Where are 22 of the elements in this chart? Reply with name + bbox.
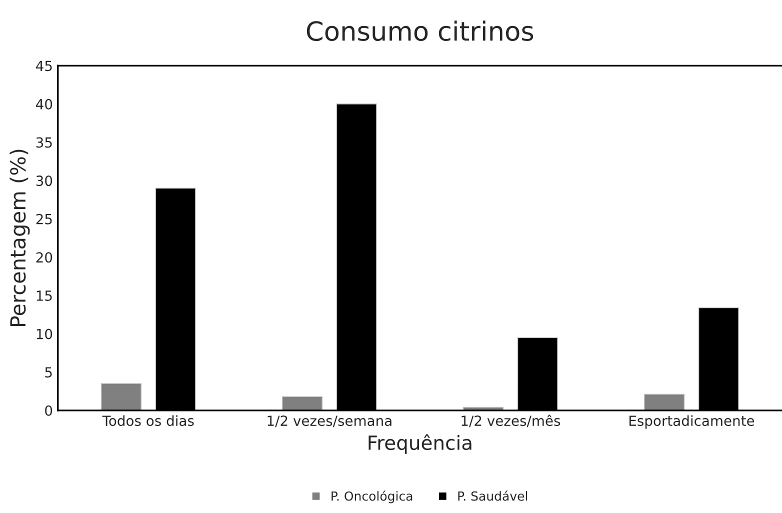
- y-tick-label: 5: [45, 367, 52, 378]
- y-tick-label: 35: [36, 137, 52, 148]
- y-tick-label: 10: [36, 328, 52, 340]
- y-tick-label: 15: [36, 290, 52, 301]
- legend-label: P. Oncológica: [332, 490, 412, 504]
- chart-title: Consumo citrinos: [306, 20, 534, 42]
- y-tick-label: 0: [45, 405, 52, 416]
- legend-label: P. Saudável: [458, 490, 528, 501]
- y-tick-label: 20: [36, 252, 52, 263]
- y-tick-label: 25: [36, 214, 52, 224]
- x-tick-label: 1/2 vezes/semana: [268, 416, 392, 428]
- x-axis-title: Frequência: [368, 434, 472, 454]
- x-tick-label: Esportadicamente: [630, 415, 754, 429]
- y-tick-label: 45: [36, 60, 52, 72]
- bar: [644, 394, 685, 410]
- y-tick-label: 30: [36, 176, 52, 186]
- x-tick-label: 1/2 vezes/mês: [462, 414, 560, 428]
- y-tick-label: 40: [36, 98, 52, 110]
- bar: [100, 383, 142, 410]
- x-tick-label: Todos os dias: [102, 415, 194, 426]
- bar: [282, 396, 323, 410]
- y-axis-title: Percentagem (%): [10, 150, 30, 326]
